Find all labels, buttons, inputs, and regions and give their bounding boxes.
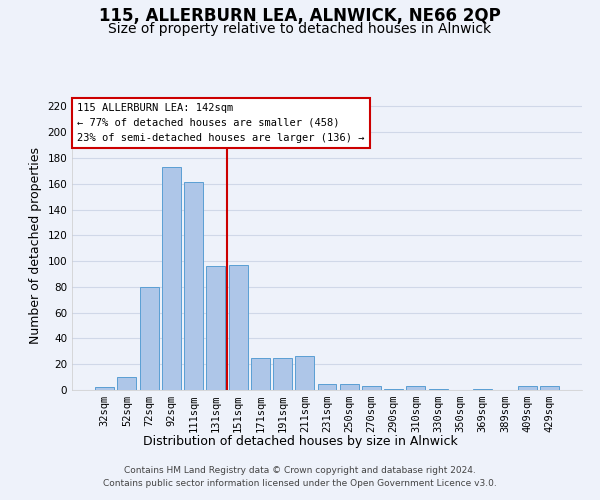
- Text: Contains HM Land Registry data © Crown copyright and database right 2024.
Contai: Contains HM Land Registry data © Crown c…: [103, 466, 497, 487]
- Bar: [384, 388, 403, 390]
- Bar: [206, 266, 225, 390]
- Bar: [406, 386, 425, 390]
- Bar: [429, 388, 448, 390]
- Y-axis label: Number of detached properties: Number of detached properties: [29, 146, 42, 344]
- Bar: [162, 167, 181, 390]
- Bar: [118, 377, 136, 390]
- Bar: [317, 384, 337, 390]
- Bar: [473, 388, 492, 390]
- Bar: [518, 386, 536, 390]
- Bar: [362, 386, 381, 390]
- Text: 115 ALLERBURN LEA: 142sqm
← 77% of detached houses are smaller (458)
23% of semi: 115 ALLERBURN LEA: 142sqm ← 77% of detac…: [77, 103, 365, 142]
- Bar: [95, 388, 114, 390]
- Text: 115, ALLERBURN LEA, ALNWICK, NE66 2QP: 115, ALLERBURN LEA, ALNWICK, NE66 2QP: [99, 8, 501, 26]
- Bar: [273, 358, 292, 390]
- Bar: [540, 386, 559, 390]
- Bar: [184, 182, 203, 390]
- Bar: [251, 358, 270, 390]
- Bar: [229, 265, 248, 390]
- Bar: [140, 287, 158, 390]
- Bar: [340, 384, 359, 390]
- Bar: [295, 356, 314, 390]
- Text: Distribution of detached houses by size in Alnwick: Distribution of detached houses by size …: [143, 435, 457, 448]
- Text: Size of property relative to detached houses in Alnwick: Size of property relative to detached ho…: [109, 22, 491, 36]
